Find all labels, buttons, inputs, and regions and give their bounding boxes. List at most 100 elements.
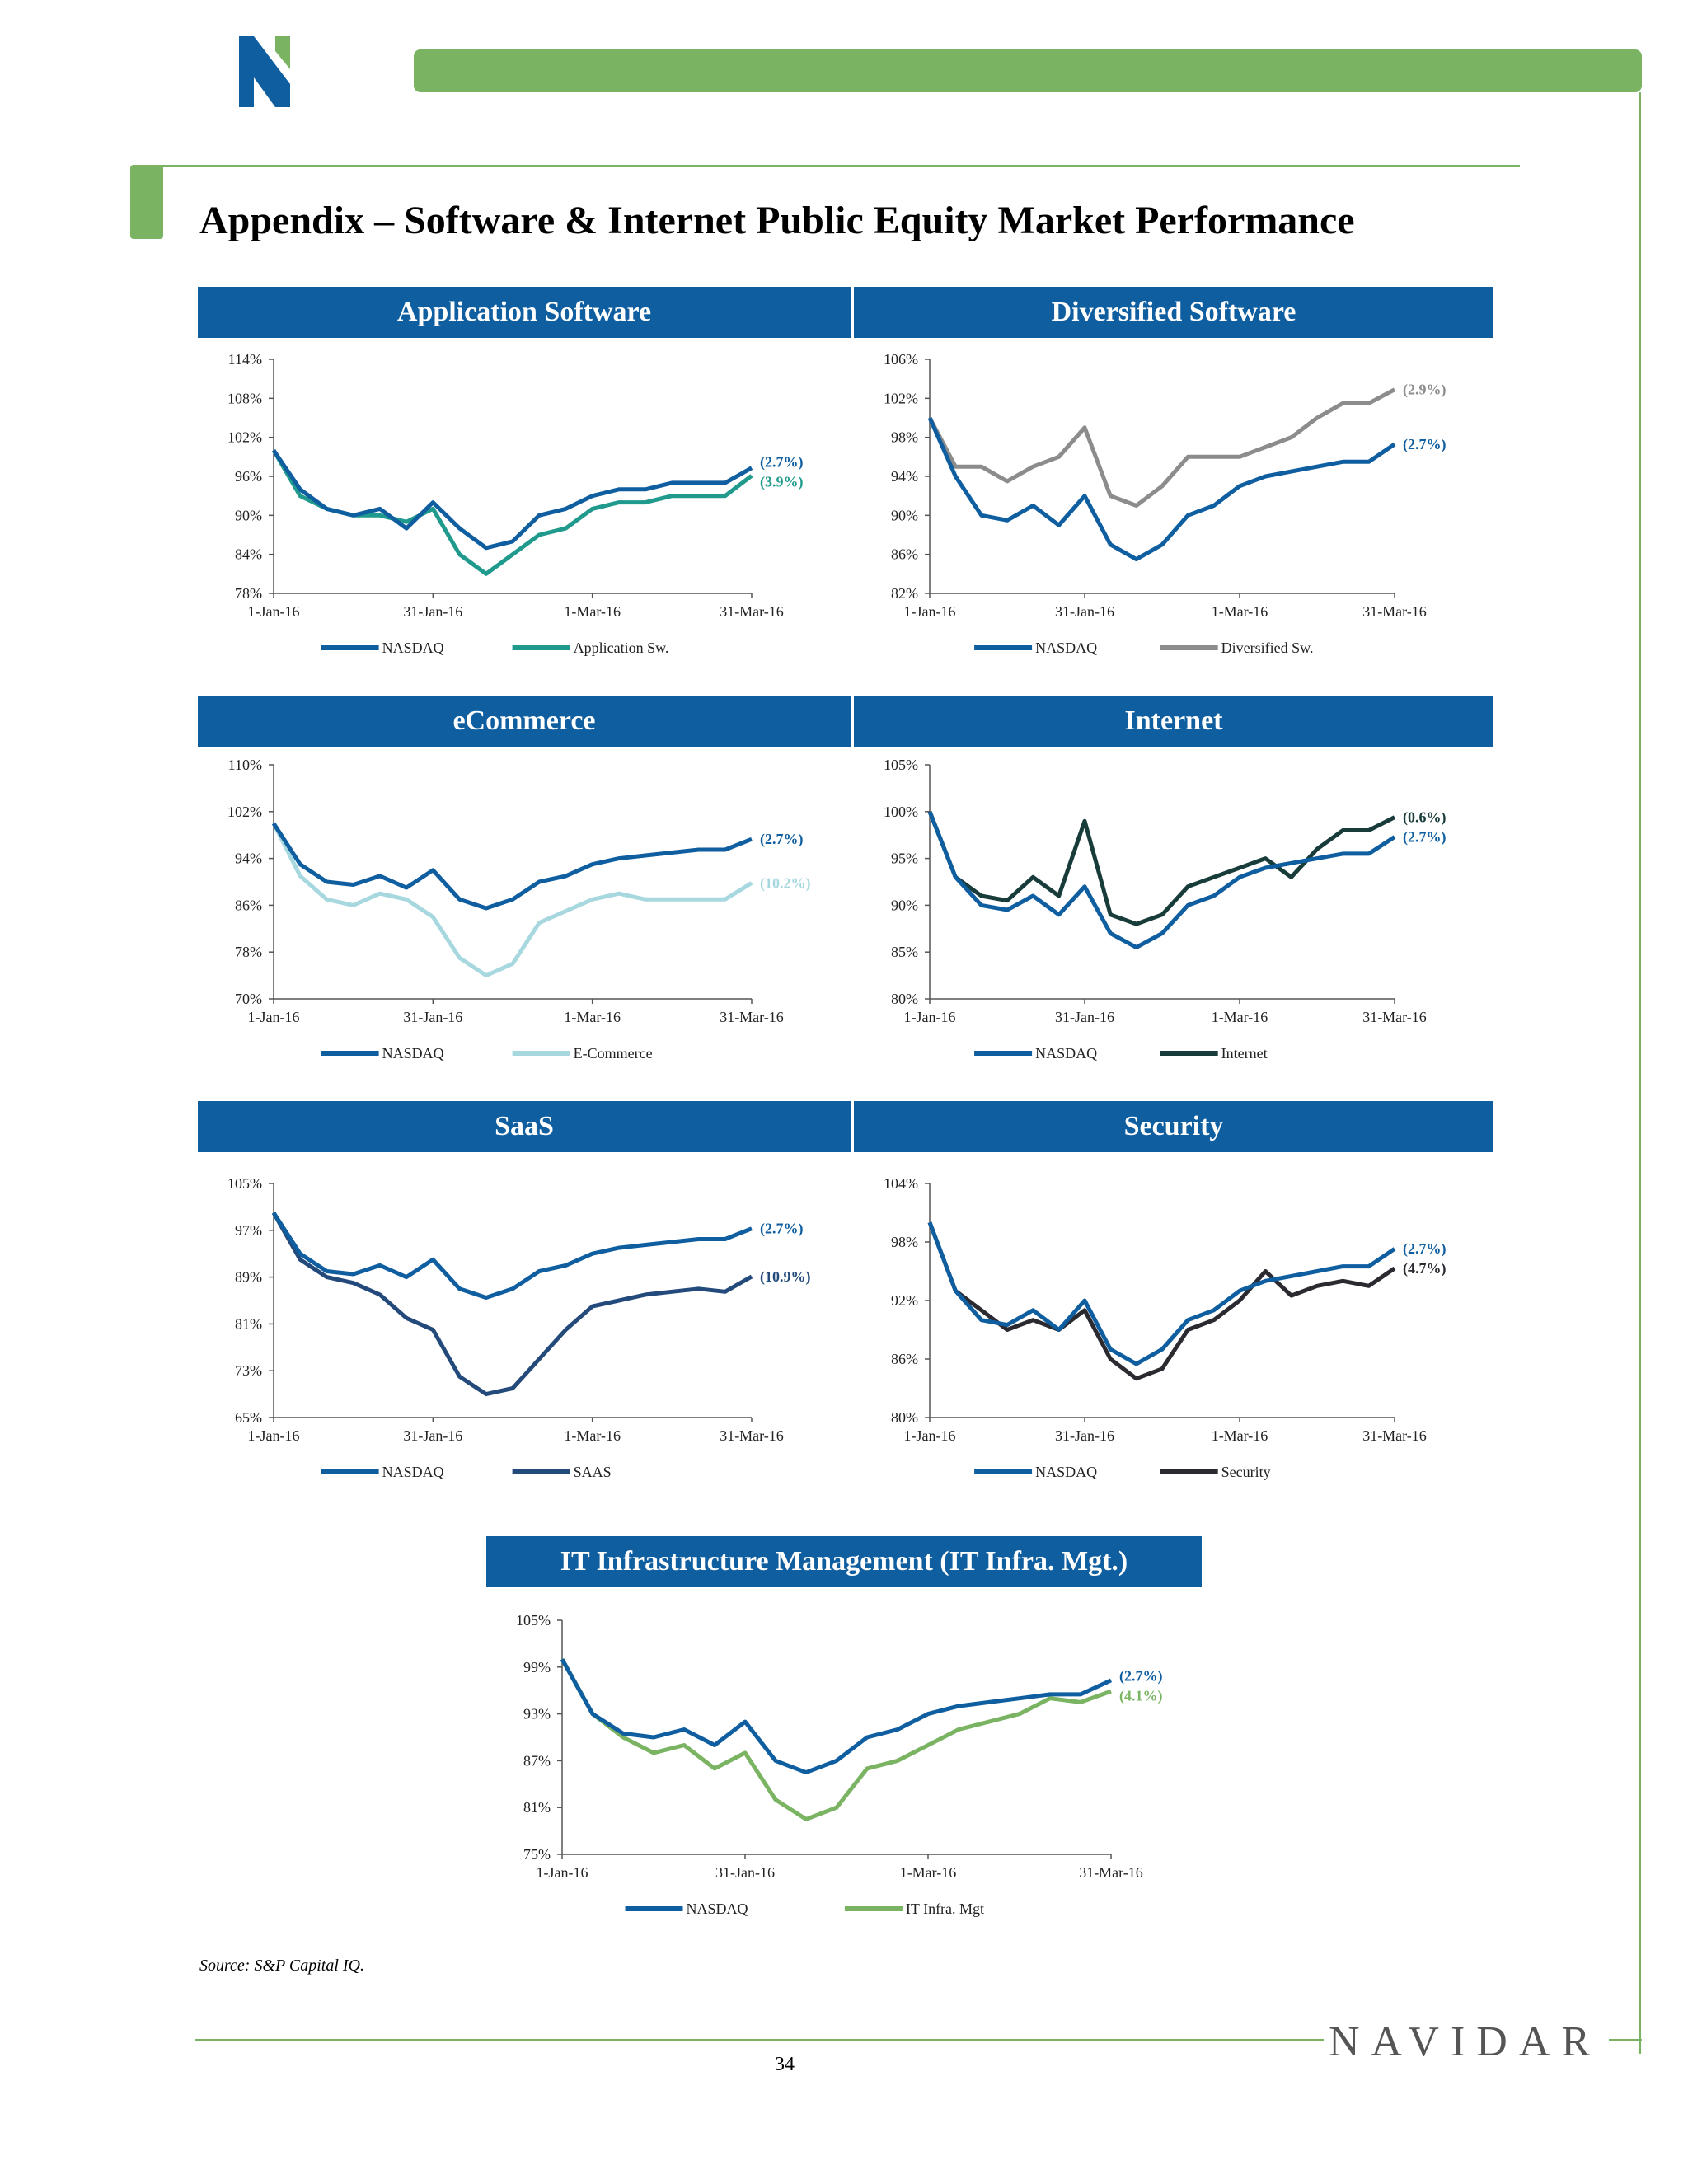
x-tick-label: 1-Mar-16 — [564, 1009, 621, 1025]
page-title: Appendix – Software & Internet Public Eq… — [199, 199, 1355, 242]
end-value-label: (2.7%) — [760, 831, 804, 848]
x-tick-label: 31-Jan-16 — [403, 1009, 462, 1025]
y-tick-label: 86% — [891, 546, 918, 563]
x-tick-label: 31-Jan-16 — [1055, 603, 1114, 620]
series-line-nasdaq — [271, 1212, 753, 1300]
brand-wordmark: NAVIDAR — [1329, 2018, 1602, 2065]
y-tick-label: 82% — [891, 585, 918, 602]
y-tick-label: 99% — [523, 1659, 551, 1675]
source-note: Source: S&P Capital IQ. — [199, 1957, 364, 1975]
x-tick-label: 31-Mar-16 — [1362, 603, 1427, 620]
y-tick-label: 80% — [891, 991, 918, 1007]
chart-saas: 65% 73% 81% 89% 97% 105% 1-Jan-16 31-Jan-16 1-Ma… — [227, 1175, 811, 1480]
footer-divider-right — [1609, 2039, 1642, 2041]
legend-label: IT Infra. Mgt — [906, 1900, 984, 1917]
y-tick-label: 81% — [523, 1799, 551, 1816]
legend-label: NASDAQ — [1035, 640, 1097, 656]
legend-label: Security — [1221, 1464, 1271, 1480]
series-line-nasdaq — [560, 1658, 1113, 1775]
title-divider — [145, 165, 1520, 167]
y-tick-label: 102% — [227, 804, 262, 820]
y-tick-label: 95% — [891, 851, 918, 867]
y-tick-label: 106% — [884, 351, 918, 368]
legend-label: NASDAQ — [382, 1464, 444, 1480]
chart-header-internet: Internet — [854, 696, 1493, 747]
chart-header-it-infrastructure: IT Infrastructure Management (IT Infra. … — [486, 1536, 1202, 1587]
y-tick-label: 100% — [884, 804, 918, 820]
x-tick-label: 1-Mar-16 — [900, 1864, 957, 1881]
legend-label: Internet — [1221, 1045, 1268, 1062]
series-line-nasdaq — [927, 416, 1396, 562]
legend-label: NASDAQ — [687, 1900, 748, 1917]
x-tick-label: 1-Mar-16 — [1212, 1009, 1268, 1025]
x-tick-label: 31-Mar-16 — [1362, 1427, 1427, 1444]
series-line-diversified-sw- — [927, 387, 1396, 508]
chart-header-application-software: Application Software — [198, 287, 851, 338]
y-tick-label: 90% — [235, 507, 262, 523]
x-tick-label: 1-Jan-16 — [248, 1009, 300, 1025]
legend-label: NASDAQ — [1035, 1464, 1097, 1480]
legend-label: NASDAQ — [382, 1045, 444, 1062]
legend-label: NASDAQ — [382, 640, 444, 656]
end-value-label: (2.7%) — [760, 1221, 804, 1238]
y-tick-label: 78% — [235, 585, 262, 602]
y-tick-label: 102% — [227, 429, 262, 446]
y-tick-label: 96% — [235, 468, 262, 485]
x-tick-label: 1-Mar-16 — [564, 603, 621, 620]
end-value-label: (0.6%) — [1403, 809, 1447, 827]
chart-header-security: Security — [854, 1101, 1493, 1152]
x-tick-label: 31-Mar-16 — [1362, 1009, 1427, 1025]
y-tick-label: 97% — [235, 1222, 262, 1239]
y-tick-label: 75% — [523, 1846, 551, 1863]
y-tick-label: 110% — [228, 757, 262, 773]
chart-header-diversified-software: Diversified Software — [854, 287, 1493, 338]
y-tick-label: 93% — [523, 1706, 551, 1722]
series-line-nasdaq — [927, 1221, 1396, 1366]
footer-divider — [195, 2039, 1324, 2041]
y-tick-label: 70% — [235, 991, 262, 1007]
y-tick-label: 90% — [891, 897, 918, 913]
y-tick-label: 92% — [891, 1292, 918, 1309]
x-tick-label: 1-Jan-16 — [537, 1864, 588, 1881]
end-value-label: (4.1%) — [1119, 1688, 1163, 1705]
end-value-label: (4.7%) — [1403, 1260, 1447, 1277]
chart-diversified-software: 82% 86% 90% 94% 98% 102% 106% 1-Jan-16 31-Jan-16… — [884, 351, 1447, 656]
chart-header-saas: SaaS — [198, 1101, 851, 1152]
x-tick-label: 1-Jan-16 — [904, 603, 956, 620]
legend-label: Diversified Sw. — [1221, 640, 1314, 656]
series-line-it-infra-mgt — [560, 1658, 1112, 1821]
y-tick-label: 114% — [228, 351, 262, 368]
end-value-label: (2.7%) — [1403, 829, 1447, 846]
x-tick-label: 31-Jan-16 — [1055, 1427, 1114, 1444]
y-tick-label: 89% — [235, 1269, 262, 1286]
series-line-saas — [271, 1212, 753, 1397]
x-tick-label: 31-Mar-16 — [720, 603, 784, 620]
end-value-label: (2.7%) — [1403, 436, 1447, 453]
chart-application-software: 78% 84% 90% 96% 102% 108% 114% 1-Jan-16 31-Jan-1… — [227, 351, 804, 656]
x-tick-label: 31-Mar-16 — [720, 1009, 784, 1025]
x-tick-label: 1-Mar-16 — [564, 1427, 621, 1444]
y-tick-label: 84% — [235, 546, 262, 563]
y-tick-label: 108% — [227, 390, 262, 406]
chart-security: 80% 86% 92% 98% 104% 1-Jan-16 31-Jan-16 1-Mar-1… — [884, 1175, 1447, 1480]
y-tick-label: 94% — [235, 851, 262, 867]
end-value-label: (2.7%) — [1403, 1240, 1447, 1258]
end-value-label: (2.7%) — [1119, 1668, 1163, 1685]
y-tick-label: 104% — [884, 1175, 918, 1192]
chart-header-ecommerce: eCommerce — [198, 696, 851, 747]
x-tick-label: 31-Mar-16 — [720, 1427, 784, 1444]
x-tick-label: 31-Jan-16 — [1055, 1009, 1114, 1025]
legend-label: NASDAQ — [1035, 1045, 1097, 1062]
y-tick-label: 105% — [227, 1175, 262, 1192]
x-tick-label: 31-Jan-16 — [715, 1864, 775, 1881]
legend-label: Application Sw. — [574, 640, 669, 656]
y-tick-label: 98% — [891, 1234, 918, 1250]
y-tick-label: 105% — [884, 757, 918, 773]
y-tick-label: 98% — [891, 429, 918, 446]
y-tick-label: 94% — [891, 468, 918, 485]
x-tick-label: 1-Mar-16 — [1212, 1427, 1268, 1444]
end-value-label: (10.2%) — [760, 874, 811, 892]
navidar-n-logo-icon — [239, 36, 290, 107]
x-tick-label: 1-Jan-16 — [248, 603, 300, 620]
end-value-label: (2.7%) — [760, 453, 804, 471]
